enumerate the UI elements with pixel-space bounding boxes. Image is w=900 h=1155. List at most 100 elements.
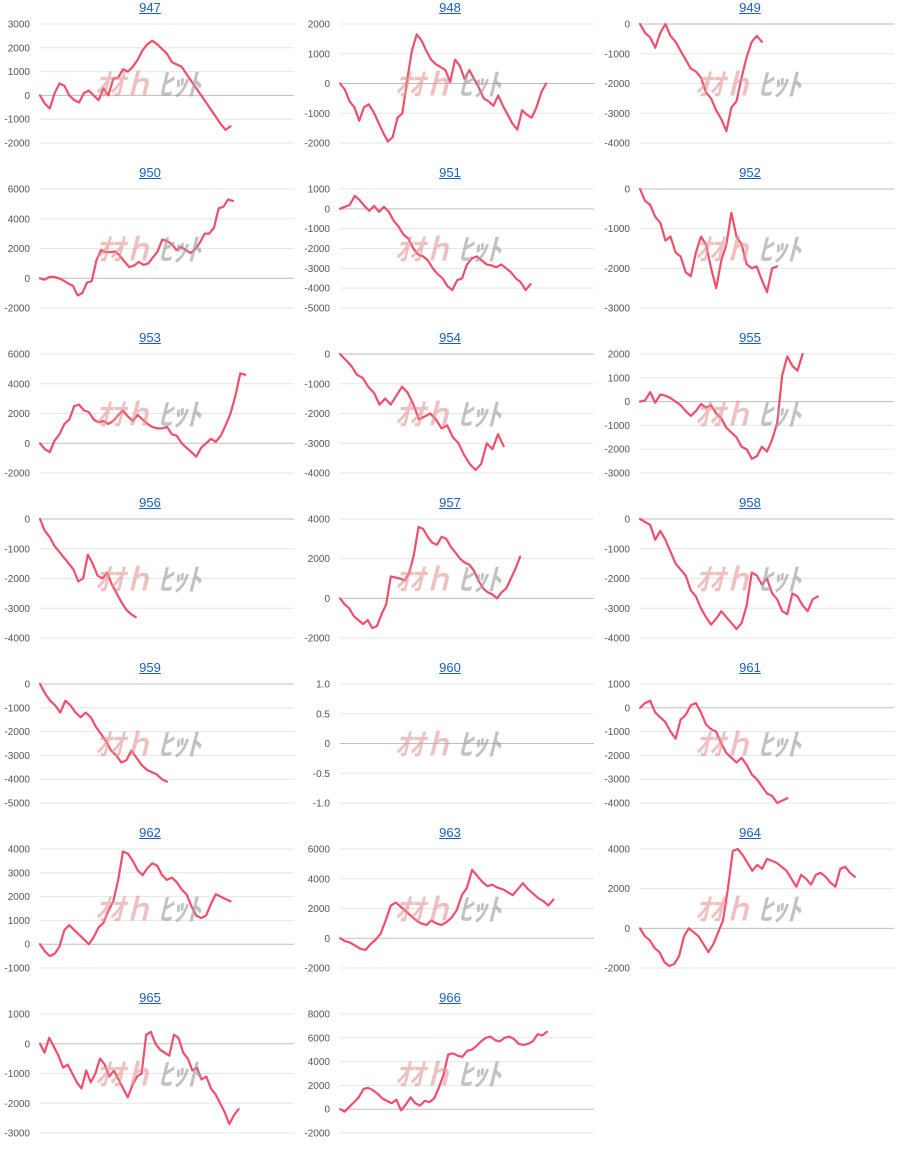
y-tick-label: -1000 — [4, 544, 30, 555]
line-chart: 0 -1000 -2000 -3000 -4000 — [4, 515, 294, 645]
y-tick-label: 0 — [624, 515, 630, 526]
y-tick-label: -4000 — [604, 799, 630, 810]
series-line — [38, 1030, 240, 1126]
y-tick-label: -2000 — [604, 751, 630, 762]
y-tick-label: 2000 — [608, 350, 631, 361]
line-chart: 4000 2000 0 -2000 — [604, 845, 894, 975]
chart-title-link[interactable]: 947 — [139, 0, 161, 15]
chart-title-link[interactable]: 962 — [139, 825, 161, 840]
y-tick-label: -5000 — [4, 799, 30, 810]
y-tick-label: 1000 — [308, 49, 331, 60]
chart-title-link[interactable]: 957 — [439, 495, 461, 510]
line-chart: 4000 3000 2000 1000 0 -1000 — [4, 845, 294, 975]
chart-title-link[interactable]: 951 — [439, 165, 461, 180]
chart-title-link[interactable]: 958 — [739, 495, 761, 510]
y-tick-label: -3000 — [604, 604, 630, 615]
y-tick-label: 4000 — [308, 1057, 331, 1068]
y-tick-label: -2000 — [4, 1099, 30, 1110]
y-tick-label: -1000 — [304, 379, 330, 390]
y-tick-label: -3000 — [604, 109, 630, 120]
y-tick-label: 4000 — [8, 845, 31, 856]
chart-panel: 965 1000 0 -1000 -2000 -3000 ｵｵｈ ﾋｯﾄ — [0, 990, 300, 1155]
y-tick-label: -1000 — [604, 544, 630, 555]
y-tick-label: -1000 — [4, 1069, 30, 1080]
y-tick-label: 3000 — [8, 20, 31, 31]
series-line — [38, 372, 247, 458]
chart-panel: 961 1000 0 -1000 -2000 -3000 -4000 ｵｵｈ ﾋｯﾄ — [600, 660, 900, 825]
y-tick-label: 0 — [624, 703, 630, 714]
chart-panel: 959 0 -1000 -2000 -3000 -4000 -5000 ｵｵｈ ﾋｯﾄ — [0, 660, 300, 825]
y-tick-label: 2000 — [308, 554, 331, 565]
line-chart: 4000 2000 0 -2000 — [304, 515, 594, 645]
y-tick-label: 0 — [324, 594, 330, 605]
chart-title-link[interactable]: 956 — [139, 495, 161, 510]
series-line — [38, 39, 232, 131]
y-tick-label: -2000 — [4, 574, 30, 585]
y-tick-label: -2000 — [4, 139, 30, 150]
y-tick-label: -3000 — [4, 604, 30, 615]
series-line — [338, 194, 532, 292]
chart-title-link[interactable]: 948 — [439, 0, 461, 15]
series-line — [638, 699, 789, 805]
chart-title-link[interactable]: 952 — [739, 165, 761, 180]
y-tick-label: -2000 — [304, 634, 330, 645]
chart-title-link[interactable]: 959 — [139, 660, 161, 675]
y-tick-label: -2000 — [604, 964, 630, 975]
y-tick-label: 2000 — [608, 884, 631, 895]
chart-title-link[interactable]: 964 — [739, 825, 761, 840]
series-line — [38, 850, 232, 958]
y-tick-label: -2000 — [4, 304, 30, 315]
y-tick-label: -2000 — [304, 139, 330, 150]
y-tick-label: 0 — [24, 439, 30, 450]
series-line — [38, 682, 169, 783]
y-tick-label: -4000 — [304, 284, 330, 295]
chart-title-link[interactable]: 954 — [439, 330, 461, 345]
y-tick-label: 2000 — [308, 1081, 331, 1092]
y-tick-label: 8000 — [308, 1010, 331, 1021]
y-tick-label: -3000 — [304, 439, 330, 450]
line-chart: 1000 0 -1000 -2000 -3000 — [4, 1010, 294, 1140]
y-tick-label: 0 — [24, 515, 30, 526]
chart-title-link[interactable]: 953 — [139, 330, 161, 345]
series-line — [338, 33, 548, 143]
chart-title-link[interactable]: 965 — [139, 990, 161, 1005]
y-tick-label: 0 — [24, 91, 30, 102]
y-tick-label: -4000 — [4, 634, 30, 645]
y-tick-label: -4000 — [304, 469, 330, 480]
y-tick-label: 1000 — [308, 185, 331, 196]
y-tick-label: -1000 — [604, 421, 630, 432]
chart-title-link[interactable]: 966 — [439, 990, 461, 1005]
y-tick-label: -4000 — [604, 634, 630, 645]
chart-title-link[interactable]: 960 — [439, 660, 461, 675]
y-tick-label: -2000 — [604, 264, 630, 275]
series-line — [638, 352, 804, 460]
y-tick-label: -3000 — [4, 751, 30, 762]
y-tick-label: 3000 — [8, 868, 31, 879]
y-tick-label: -1000 — [604, 49, 630, 60]
y-tick-label: -2000 — [604, 574, 630, 585]
line-chart: 1.0 0.5 0 -0.5 -1.0 — [313, 680, 594, 810]
chart-title-link[interactable]: 955 — [739, 330, 761, 345]
y-tick-label: -1000 — [604, 727, 630, 738]
y-tick-label: -2000 — [304, 964, 330, 975]
line-chart: 2000 1000 0 -1000 -2000 -3000 — [604, 350, 894, 480]
chart-panel: 953 6000 4000 2000 0 -2000 ｵｵｈ ﾋｯﾄ — [0, 330, 300, 495]
chart-panel: 950 6000 4000 2000 0 -2000 ｵｵｈ ﾋｯﾄ — [0, 165, 300, 330]
y-tick-label: 0 — [324, 350, 330, 361]
chart-title-link[interactable]: 963 — [439, 825, 461, 840]
series-line — [338, 868, 555, 952]
y-tick-label: -1000 — [604, 224, 630, 235]
y-tick-label: -2000 — [4, 727, 30, 738]
chart-title-link[interactable]: 961 — [739, 660, 761, 675]
y-tick-label: -3000 — [604, 304, 630, 315]
y-tick-label: 6000 — [308, 1033, 331, 1044]
chart-panel: 955 2000 1000 0 -1000 -2000 -3000 ｵｵｈ ﾋｯﾄ — [600, 330, 900, 495]
y-tick-label: -4000 — [604, 139, 630, 150]
y-tick-label: 6000 — [8, 185, 31, 196]
chart-title-link[interactable]: 949 — [739, 0, 761, 15]
series-line — [638, 847, 856, 968]
y-tick-label: 1000 — [8, 67, 31, 78]
chart-panel: 960 1.0 0.5 0 -0.5 -1.0 ｵｵｈ ﾋｯﾄ — [300, 660, 600, 825]
chart-title-link[interactable]: 950 — [139, 165, 161, 180]
line-chart: 6000 4000 2000 0 -2000 — [304, 845, 594, 975]
